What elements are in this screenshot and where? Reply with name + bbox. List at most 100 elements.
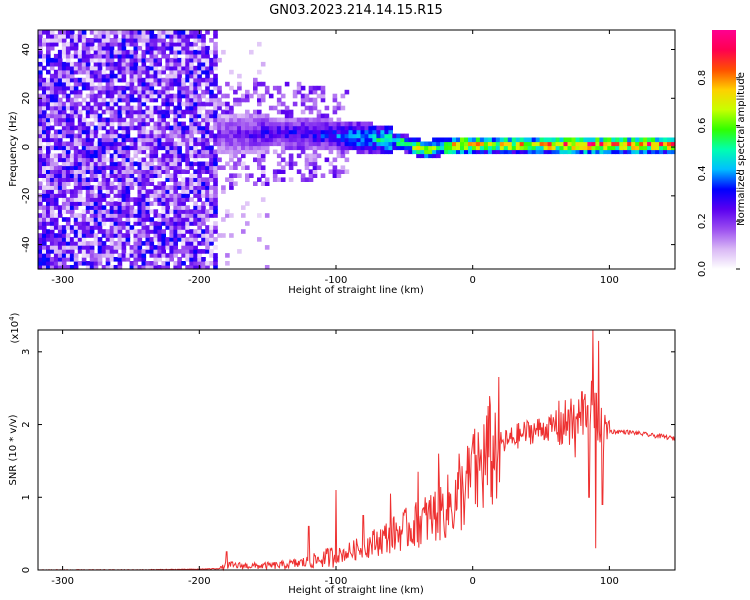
spectrogram-cell xyxy=(121,165,127,170)
spectrogram-cell xyxy=(133,213,139,218)
spectrogram-cell xyxy=(221,93,226,99)
spectrogram-cell xyxy=(575,141,581,147)
spectrogram-cell xyxy=(193,137,198,143)
spectrogram-cell xyxy=(61,241,67,246)
spectrogram-cell xyxy=(229,117,234,123)
spectrogram-cell xyxy=(233,165,238,170)
spectrogram-cell xyxy=(260,133,266,139)
spectrogram-cell xyxy=(264,137,270,143)
spectrogram-cell xyxy=(145,41,151,47)
spectrogram-cell xyxy=(73,241,79,246)
spectrogram-cell xyxy=(97,149,103,155)
spectrogram-cell xyxy=(49,101,55,107)
spectrogram-cell xyxy=(46,165,51,170)
spectrogram-cell xyxy=(304,177,310,182)
spectrogram-cell xyxy=(384,149,389,155)
spectrogram-cell xyxy=(225,209,230,214)
spectrogram-cell xyxy=(109,145,115,151)
spectrogram-cell xyxy=(185,185,190,190)
spectrogram-cell xyxy=(213,185,218,190)
spectrogram-cell xyxy=(105,121,111,127)
spectrogram-cell xyxy=(559,141,565,147)
spectrogram-cell xyxy=(105,181,111,186)
spectrogram-cell xyxy=(197,257,202,262)
spectrogram-cell xyxy=(392,145,397,151)
spectrogram-cell xyxy=(101,49,107,55)
spectrogram-cell xyxy=(145,30,151,35)
spectrogram-cell xyxy=(173,141,178,147)
spectrogram-cell xyxy=(113,173,119,178)
spectrogram-cell xyxy=(77,30,83,35)
spectrogram-cell xyxy=(49,241,55,246)
spectrogram-cell xyxy=(189,81,194,87)
spectrogram-cell xyxy=(109,73,115,79)
spectrogram-cell xyxy=(93,157,99,163)
spectrogram-cell xyxy=(81,61,87,67)
spectrogram-cell xyxy=(511,137,517,143)
spectrogram-cell xyxy=(65,41,71,47)
spectrogram-cell xyxy=(209,165,214,170)
spectrogram-cell xyxy=(149,129,155,135)
spectrogram-cell xyxy=(205,125,210,131)
spectrogram-cell xyxy=(209,117,214,123)
spectrogram-cell xyxy=(213,261,218,266)
spectrogram-cell xyxy=(201,261,206,266)
spectrogram-cell xyxy=(129,121,135,127)
spectrogram-cell xyxy=(42,241,47,246)
spectrogram-cell xyxy=(125,177,131,182)
spectrogram-cell xyxy=(149,161,155,167)
spectrogram-cell xyxy=(117,105,123,111)
y-tick-label: 3 xyxy=(21,349,32,355)
spectrogram-cell xyxy=(169,73,174,79)
spectrogram-cell xyxy=(360,149,366,155)
spectrogram-cell xyxy=(101,141,107,147)
spectrogram-cell xyxy=(253,149,258,155)
spectrogram-cell xyxy=(292,161,298,167)
spectrogram-cell xyxy=(233,101,238,107)
spectrogram-cell xyxy=(177,85,182,91)
spectrogram-cell xyxy=(133,117,139,123)
spectrogram-cell xyxy=(169,61,174,67)
spectrogram-cell xyxy=(543,145,549,151)
spectrogram-cell xyxy=(515,137,521,143)
spectrogram-cell xyxy=(229,165,234,170)
spectrogram-cell xyxy=(125,169,131,174)
spectrogram-cell xyxy=(611,149,616,155)
spectrogram-cell xyxy=(61,89,67,95)
spectrogram-cell xyxy=(133,69,139,75)
spectrogram-cell xyxy=(145,161,151,167)
spectrogram-cell xyxy=(189,181,194,186)
spectrogram-cell xyxy=(141,197,147,202)
spectrogram-cell xyxy=(81,85,87,91)
spectrogram-cell xyxy=(117,213,123,218)
spectrogram-cell xyxy=(420,145,425,151)
spectrogram-cell xyxy=(169,97,174,103)
spectrogram-cell xyxy=(153,153,159,159)
spectrogram-cell xyxy=(101,205,107,210)
spectrogram-cell xyxy=(125,97,131,103)
spectrogram-cell xyxy=(49,245,55,250)
spectrogram-cell xyxy=(125,85,131,91)
spectrogram-cell xyxy=(356,149,362,155)
spectrogram-cell xyxy=(89,205,95,210)
spectrogram-cell xyxy=(181,109,186,115)
spectrogram-cell xyxy=(85,141,91,147)
spectrogram-cell xyxy=(53,225,59,230)
spectrogram-cell xyxy=(157,185,162,190)
spectrogram-cell xyxy=(38,61,43,67)
spectrogram-cell xyxy=(46,129,51,135)
spectrogram-cell xyxy=(197,109,202,115)
spectrogram-cell xyxy=(93,109,99,115)
spectrogram-cell xyxy=(133,45,139,51)
spectrogram-cell xyxy=(57,85,63,91)
spectrogram-cell xyxy=(312,129,318,135)
spectrogram-cell xyxy=(97,245,103,250)
spectrogram-cell xyxy=(105,217,111,222)
spectrogram-cell xyxy=(113,38,119,43)
spectrogram-cell xyxy=(53,257,59,262)
spectrogram-cell xyxy=(169,189,174,194)
spectrogram-cell xyxy=(193,141,198,147)
spectrogram-cell xyxy=(233,161,238,167)
spectrogram-cell xyxy=(284,137,290,143)
spectrogram-cell xyxy=(153,185,159,190)
